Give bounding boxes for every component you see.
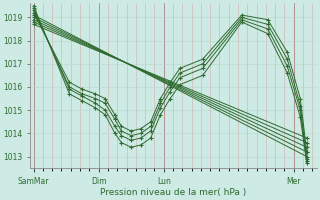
X-axis label: Pression niveau de la mer( hPa ): Pression niveau de la mer( hPa ) bbox=[100, 188, 247, 197]
